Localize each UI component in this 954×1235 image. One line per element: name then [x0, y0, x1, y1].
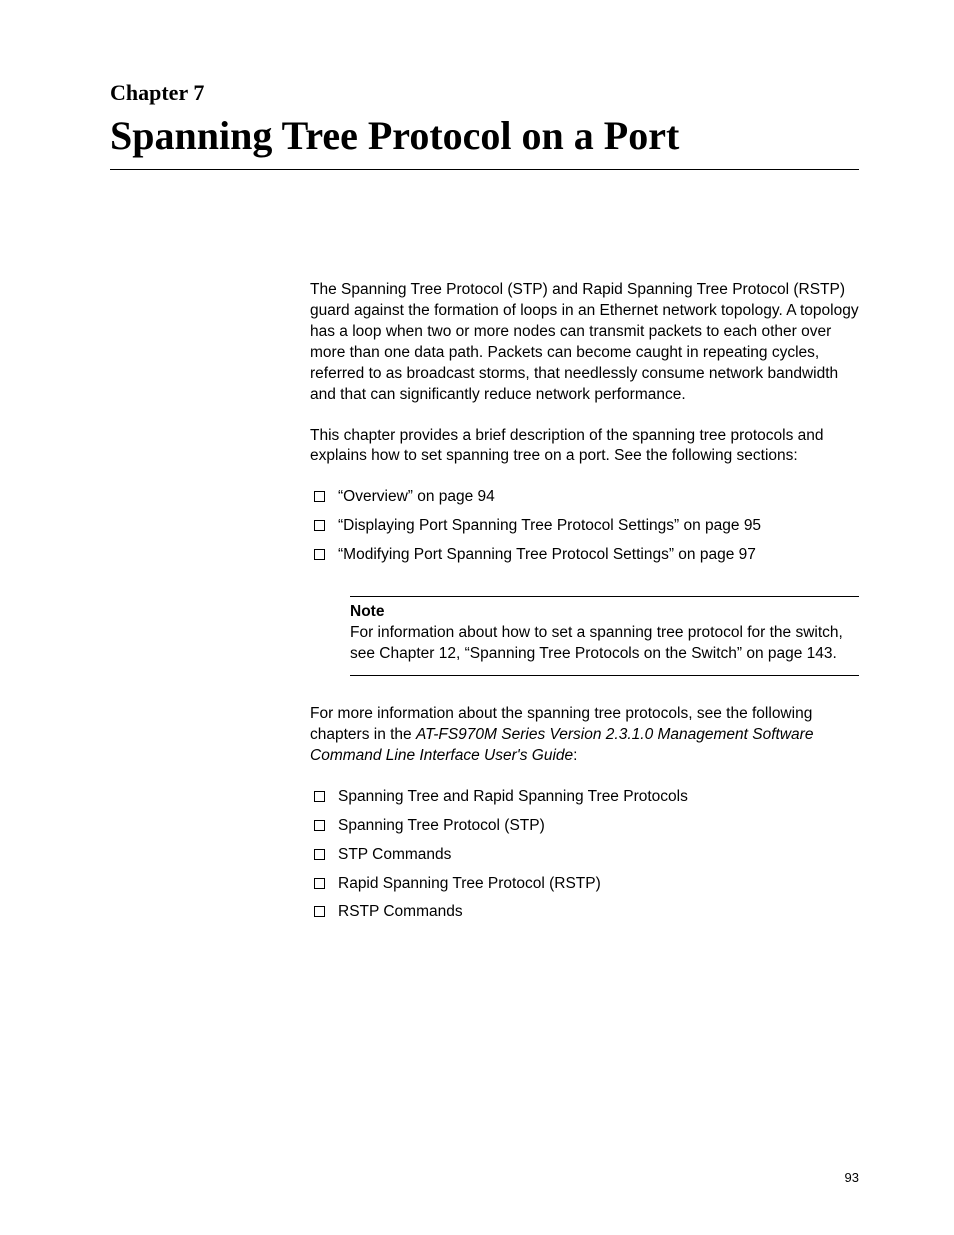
list-item: “Overview” on page 94: [310, 487, 859, 508]
list-item: RSTP Commands: [310, 902, 859, 923]
sections-list: “Overview” on page 94 “Displaying Port S…: [310, 487, 859, 566]
more-info-paragraph: For more information about the spanning …: [310, 704, 859, 767]
page-number: 93: [845, 1170, 859, 1185]
chapter-title: Spanning Tree Protocol on a Port: [110, 112, 859, 170]
intro-paragraph-2: This chapter provides a brief descriptio…: [310, 426, 859, 468]
content-area: The Spanning Tree Protocol (STP) and Rap…: [310, 280, 859, 923]
topics-list: Spanning Tree and Rapid Spanning Tree Pr…: [310, 787, 859, 924]
list-item: Spanning Tree Protocol (STP): [310, 816, 859, 837]
list-item: Spanning Tree and Rapid Spanning Tree Pr…: [310, 787, 859, 808]
list-item: “Modifying Port Spanning Tree Protocol S…: [310, 545, 859, 566]
list-item: “Displaying Port Spanning Tree Protocol …: [310, 516, 859, 537]
intro-paragraph-1: The Spanning Tree Protocol (STP) and Rap…: [310, 280, 859, 406]
note-text: For information about how to set a spann…: [350, 623, 859, 665]
page-container: Chapter 7 Spanning Tree Protocol on a Po…: [0, 0, 954, 923]
note-block: Note For information about how to set a …: [350, 596, 859, 676]
list-item: Rapid Spanning Tree Protocol (RSTP): [310, 874, 859, 895]
chapter-label: Chapter 7: [110, 80, 859, 106]
para3-post: :: [573, 747, 577, 764]
list-item: STP Commands: [310, 845, 859, 866]
note-title: Note: [350, 603, 859, 621]
